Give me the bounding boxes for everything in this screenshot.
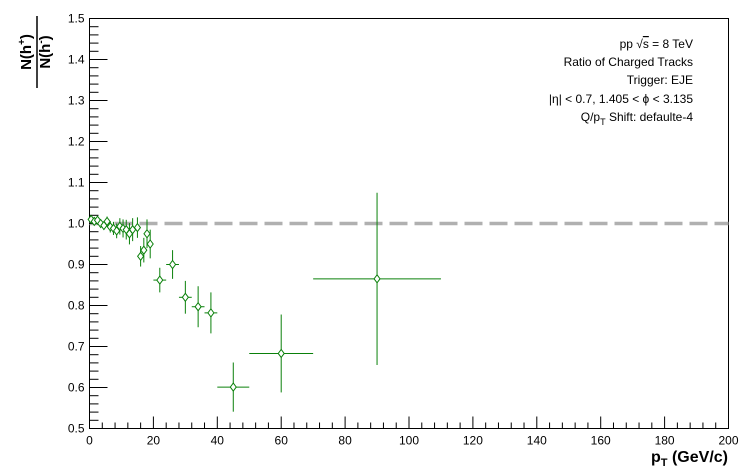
x-tick-label: 200 bbox=[718, 434, 738, 448]
y-tick-label: 0.6 bbox=[68, 381, 85, 395]
y-tick-label: 1.3 bbox=[68, 94, 85, 108]
annotation-acceptance: |η| < 0.7, 1.405 < ϕ < 3.135 bbox=[549, 92, 693, 106]
point-marker bbox=[97, 218, 105, 229]
y-tick-label: 1.5 bbox=[68, 12, 85, 26]
x-tick-label: 80 bbox=[338, 434, 352, 448]
x-tick-label: 60 bbox=[275, 434, 289, 448]
x-title-units: (GeV/c) bbox=[668, 449, 728, 466]
x-tick-label: 40 bbox=[211, 434, 225, 448]
point-marker bbox=[116, 221, 124, 232]
y-tick-label: 1.1 bbox=[68, 176, 85, 190]
data-point bbox=[93, 215, 102, 226]
data-point bbox=[204, 292, 218, 334]
point-marker bbox=[93, 215, 102, 226]
data-point bbox=[140, 237, 148, 263]
y-tick-label: 1.2 bbox=[68, 135, 85, 149]
svg-text:N(h+): N(h+) bbox=[17, 34, 35, 70]
y-title-numerator: N(h bbox=[18, 45, 35, 70]
y-tick-label: 0.5 bbox=[68, 422, 85, 436]
y-tick-label: 0.9 bbox=[68, 258, 85, 272]
annotation-shift-b: Shift: defaulte-4 bbox=[606, 110, 694, 124]
annotation-block: pp √s = 8 TeV Ratio of Charged Tracks Tr… bbox=[549, 37, 693, 127]
data-point bbox=[136, 246, 145, 267]
point-marker bbox=[207, 308, 215, 318]
annotation-energy-suffix: = 8 TeV bbox=[649, 37, 693, 51]
point-marker bbox=[143, 228, 151, 239]
data-point bbox=[143, 219, 151, 249]
x-title-main: p bbox=[651, 449, 661, 466]
data-point bbox=[133, 217, 142, 238]
data-point bbox=[217, 362, 250, 412]
x-axis-title: pT (GeV/c) bbox=[651, 449, 728, 469]
data-point bbox=[109, 221, 118, 235]
svg-text:N(h-): N(h-) bbox=[36, 35, 54, 68]
data-point bbox=[191, 286, 205, 328]
x-tick-label: 120 bbox=[463, 434, 483, 448]
annotation-shift: Q/pT Shift: defaulte-4 bbox=[581, 110, 694, 127]
point-marker bbox=[133, 222, 142, 233]
data-point bbox=[178, 280, 192, 314]
x-tick-label: 20 bbox=[147, 434, 161, 448]
point-marker bbox=[277, 348, 285, 359]
point-marker bbox=[103, 216, 111, 227]
y-tick-label: 1.4 bbox=[68, 53, 85, 67]
point-marker bbox=[181, 292, 189, 303]
data-point bbox=[249, 314, 314, 393]
data-point bbox=[166, 250, 179, 279]
x-title-sub: T bbox=[661, 457, 668, 469]
data-point bbox=[153, 267, 167, 293]
x-tick-label: 140 bbox=[527, 434, 547, 448]
point-marker bbox=[146, 239, 154, 249]
point-marker bbox=[140, 245, 148, 255]
annotation-energy-prefix: pp bbox=[620, 37, 637, 51]
point-marker bbox=[168, 259, 177, 270]
data-points bbox=[87, 192, 441, 412]
point-marker bbox=[156, 275, 164, 285]
axis-ticks: 0 20 40 60 80 100 120 140 160 180 200 0.5 0.6 0.7 0.8 0… bbox=[68, 12, 739, 448]
y-axis-title: N(h+) N(h-) bbox=[17, 16, 54, 88]
x-tick-label: 180 bbox=[655, 434, 675, 448]
y-tick-label: 0.7 bbox=[68, 340, 85, 354]
point-marker bbox=[136, 251, 145, 262]
annotation-shift-a: Q/p bbox=[581, 110, 601, 124]
annotation-trigger: Trigger: EJE bbox=[627, 73, 693, 87]
x-tick-label: 100 bbox=[399, 434, 419, 448]
point-marker bbox=[194, 301, 202, 312]
y-title-denominator: N(h bbox=[37, 44, 54, 69]
annotation-energy: pp √s = 8 TeV bbox=[620, 37, 693, 51]
data-point bbox=[313, 192, 441, 365]
point-marker bbox=[109, 223, 118, 234]
data-point bbox=[146, 229, 154, 259]
annotation-energy-sqrt: s bbox=[643, 37, 649, 51]
annotation-ratio: Ratio of Charged Tracks bbox=[564, 55, 693, 69]
data-point bbox=[103, 216, 111, 227]
y-tick-label: 1.0 bbox=[68, 217, 85, 231]
data-point bbox=[116, 218, 124, 235]
point-marker bbox=[373, 274, 381, 284]
x-tick-label: 0 bbox=[86, 434, 93, 448]
y-tick-label: 0.8 bbox=[68, 299, 85, 313]
y-title-denominator-sup: - bbox=[36, 40, 47, 43]
annotation-shift-sub: T bbox=[600, 117, 606, 127]
data-point bbox=[129, 218, 137, 242]
x-tick-label: 160 bbox=[591, 434, 611, 448]
y-title-numerator-sup: + bbox=[17, 39, 28, 45]
point-marker bbox=[229, 382, 237, 392]
